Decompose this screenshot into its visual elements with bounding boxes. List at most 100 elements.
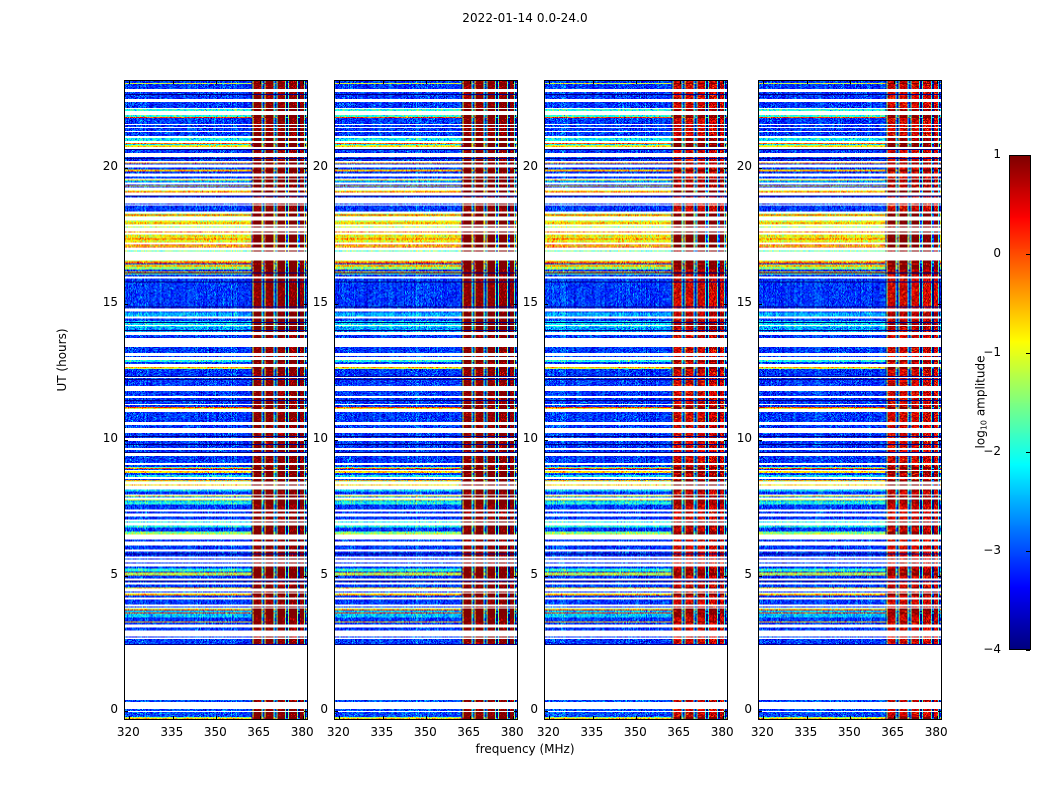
y-tick-mark: [514, 576, 517, 577]
x-tick-mark: [807, 716, 808, 719]
dynamic-spectrum-image: [759, 81, 941, 719]
spectrum-panel-xx[interactable]: XX, V3*V10=EA08*EA19: [124, 80, 308, 720]
colorbar-tick-mark: [1026, 353, 1030, 354]
spectrum-panel-yx[interactable]: YX, V3*V10=EA08*EA19: [758, 80, 942, 720]
y-tick-mark: [724, 440, 727, 441]
y-tick-mark: [724, 576, 727, 577]
colorbar-tick-label: 1: [993, 147, 1001, 161]
x-tick-mark: [260, 716, 261, 719]
colorbar-tick-mark: [1026, 452, 1030, 453]
y-tick-mark: [724, 168, 727, 169]
x-tick-mark: [636, 81, 637, 84]
x-tick-mark: [260, 81, 261, 84]
y-tick-label: 5: [110, 566, 118, 581]
y-tick-label: 10: [736, 430, 752, 445]
y-tick-mark: [938, 440, 941, 441]
spectrum-panel-yy[interactable]: YY, V3*V10=EA08*EA19: [334, 80, 518, 720]
x-tick-mark: [339, 81, 340, 84]
y-tick-mark: [545, 168, 548, 169]
y-tick-mark: [335, 711, 338, 712]
x-tick-mark: [470, 716, 471, 719]
y-tick-label: 20: [312, 158, 328, 173]
y-tick-mark: [545, 440, 548, 441]
y-tick-mark: [759, 440, 762, 441]
y-tick-mark: [304, 440, 307, 441]
x-tick-mark: [470, 81, 471, 84]
y-tick-mark: [938, 168, 941, 169]
colorbar-tick-label: −4: [983, 642, 1001, 656]
x-tick-mark: [216, 81, 217, 84]
y-tick-mark: [125, 168, 128, 169]
x-tick-mark: [723, 81, 724, 84]
y-tick-label: 0: [110, 702, 118, 717]
y-tick-label: 10: [102, 430, 118, 445]
dynamic-spectrum-image: [125, 81, 307, 719]
y-tick-mark: [514, 304, 517, 305]
y-tick-label: 10: [312, 430, 328, 445]
y-tick-label: 15: [312, 294, 328, 309]
y-tick-mark: [724, 711, 727, 712]
x-tick-mark: [850, 716, 851, 719]
y-tick-mark: [759, 304, 762, 305]
y-tick-mark: [304, 576, 307, 577]
y-tick-label: 0: [320, 702, 328, 717]
y-tick-label: 20: [736, 158, 752, 173]
spectrum-canvas: [335, 81, 517, 719]
x-tick-label: 380: [500, 725, 524, 739]
y-tick-mark: [304, 304, 307, 305]
y-tick-label: 15: [102, 294, 118, 309]
y-tick-mark: [938, 304, 941, 305]
colorbar-tick-mark: [1026, 551, 1030, 552]
y-tick-mark: [514, 440, 517, 441]
x-tick-label: 335: [794, 725, 818, 739]
x-tick-mark: [216, 716, 217, 719]
x-tick-mark: [763, 81, 764, 84]
y-tick-label: 20: [102, 158, 118, 173]
x-tick-mark: [513, 81, 514, 84]
x-tick-mark: [894, 716, 895, 719]
x-tick-label: 350: [203, 725, 227, 739]
y-tick-mark: [125, 304, 128, 305]
y-tick-label: 5: [320, 566, 328, 581]
x-tick-mark: [339, 716, 340, 719]
x-tick-mark: [303, 716, 304, 719]
x-tick-mark: [129, 81, 130, 84]
x-axis-label: frequency (MHz): [475, 742, 575, 756]
colorbar-tick-label: −1: [983, 345, 1001, 359]
y-tick-mark: [545, 711, 548, 712]
x-tick-label: 365: [247, 725, 271, 739]
y-tick-mark: [514, 711, 517, 712]
colorbar-tick-label: −2: [983, 444, 1001, 458]
x-tick-mark: [850, 81, 851, 84]
y-tick-label: 0: [744, 702, 752, 717]
x-tick-label: 320: [536, 725, 560, 739]
x-tick-label: 335: [370, 725, 394, 739]
x-tick-mark: [173, 81, 174, 84]
x-tick-mark: [763, 716, 764, 719]
colorbar-tick-mark: [1026, 155, 1030, 156]
y-tick-mark: [759, 576, 762, 577]
x-tick-mark: [549, 716, 550, 719]
x-tick-mark: [636, 716, 637, 719]
x-tick-label: 350: [413, 725, 437, 739]
y-tick-mark: [938, 711, 941, 712]
x-tick-mark: [680, 716, 681, 719]
y-tick-mark: [125, 440, 128, 441]
y-tick-mark: [125, 576, 128, 577]
y-tick-mark: [514, 168, 517, 169]
colorbar: [1009, 155, 1031, 650]
spectrum-canvas: [759, 81, 941, 719]
x-tick-mark: [937, 81, 938, 84]
y-tick-label: 15: [736, 294, 752, 309]
x-tick-label: 380: [710, 725, 734, 739]
y-tick-mark: [759, 168, 762, 169]
y-tick-label: 20: [522, 158, 538, 173]
colorbar-tick-mark: [1026, 254, 1030, 255]
y-tick-mark: [335, 440, 338, 441]
spectrum-panel-xy[interactable]: XY, V3*V10=EA08*EA19: [544, 80, 728, 720]
spectrum-canvas: [545, 81, 727, 719]
x-tick-label: 365: [667, 725, 691, 739]
x-tick-label: 350: [623, 725, 647, 739]
x-tick-mark: [173, 716, 174, 719]
